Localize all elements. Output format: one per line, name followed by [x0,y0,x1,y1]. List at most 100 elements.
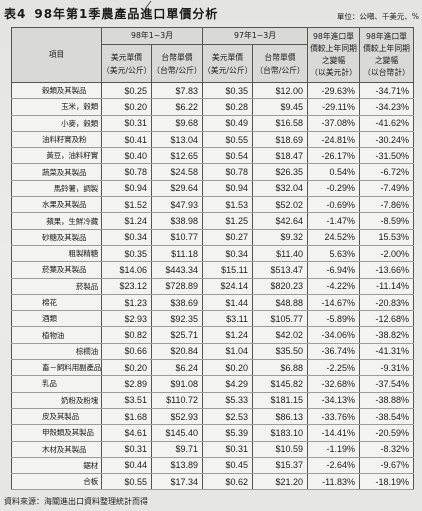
usd-price-98-cell: $2.93 [101,310,152,328]
change-twd-cell: -6.72% [359,163,415,181]
category-row: 畜－飼料用副產品 $0.20 $6.24 $0.20 $6.88 -2.25% -9.31% [11,359,415,377]
item-name: 蘋果，生鮮冷藏 [11,212,102,230]
header-line: （美元/公斤） [203,65,253,75]
usd-price-98-cell: $0.31 [101,115,152,132]
change-usd-header: 98年進口單 價較上年同期 之變幅 （以美元計） [307,27,361,83]
usd-price-97-cell: $0.49 [202,115,254,132]
twd-price-97-cell: $26.35 [252,163,309,181]
item-name: 油料籽實及粉 [11,131,102,149]
twd-price-97-cell: $18.69 [252,131,309,149]
twd-price-97-cell: $15.37 [252,457,309,475]
usd-price-97-cell: $1.53 [202,196,254,214]
usd-price-97-cell: $5.39 [202,424,254,442]
header-line: 98年進口單 [365,32,408,41]
change-usd-cell: -26.17% [307,147,361,165]
twd-price-98-cell: $92.35 [150,310,204,328]
twd-price-97-cell: $35.50 [252,343,309,361]
change-twd-cell: -2.00% [359,245,415,263]
usd-price-98-cell: $0.35 [101,245,152,263]
item-name: 菸製品 [11,278,102,295]
change-usd-cell: -4.22% [307,278,361,295]
usd-price-97-cell: $0.20 [202,359,254,377]
change-twd-cell: -9.31% [359,359,415,377]
twd-price-97-cell: $18.47 [252,147,309,165]
usd-price-98-cell: $0.31 [101,441,152,458]
category-row: 木材及其製品 $0.31 $9.71 $0.31 $10.59 -1.19% -8.32% [11,441,415,458]
change-twd-cell: -20.83% [359,294,415,312]
header-line: （台幣/公斤） [152,65,202,75]
usd-price-98-cell: $0.94 [101,180,152,198]
twd-price-98-cell: $13.04 [150,131,204,149]
twd-price-97-cell: $183.10 [252,424,309,442]
change-usd-cell: -1.19% [307,441,361,458]
change-twd-cell: -37.54% [359,375,415,393]
usd-price-97-cell: $0.28 [202,98,254,116]
usd-price-97-cell: $5.33 [202,392,254,409]
change-usd-cell: -14.41% [307,424,361,442]
item-name: 菸葉及其製品 [11,261,102,279]
item-name: 小麥，穀類 [11,115,102,132]
category-row: 酒類 $2.93 $92.35 $3.11 $105.77 -5.89% -12.68% [11,310,415,328]
twd-price-97-cell: $105.77 [252,310,309,328]
usd-price-97-cell: $0.62 [202,473,254,491]
item-name: 棕櫚油 [11,343,102,361]
period-98-header: 98年1~3月 [100,27,204,45]
pen-mark [144,0,152,10]
change-usd-cell: 5.63% [307,245,361,263]
change-twd-cell: -41.62% [359,115,415,132]
item-name: 畜－飼料用副產品 [11,359,102,377]
usd-price-98-cell: $0.66 [101,343,152,361]
twd-price-97-cell: $21.20 [252,473,309,491]
twd-price-97-cell: $9.45 [252,98,309,116]
item-name: 合板 [11,473,102,491]
subcategory-row: 菸製品 $23.12 $728.89 $24.14 $820.23 -4.22% -11.1… [11,278,415,295]
twd-price-97-cell: $52.02 [252,196,309,214]
change-twd-cell: -8.59% [359,212,415,230]
change-twd-cell: -9.67% [359,457,415,475]
usd-price-98-cell: $1.24 [101,212,152,230]
twd-price-97-cell: $42.64 [252,212,309,230]
twd-price-97-cell: $11.40 [252,245,309,263]
change-twd-cell: -20.59% [359,424,415,442]
change-twd-cell: -8.32% [359,441,415,458]
item-name: 植物油 [11,326,102,344]
change-usd-cell: -0.29% [307,180,361,198]
change-twd-cell: -7.86% [359,196,415,214]
usd-price-98-cell: $0.78 [101,163,152,181]
usd-price-97-cell: $0.27 [202,229,254,246]
twd-price-97-cell: $820.23 [252,278,309,295]
item-name: 乳品 [11,375,102,393]
subcategory-row: 奶粉及粉塊 $3.51 $110.72 $5.33 $181.15 -34.13% -38.… [11,392,415,409]
usd-price-98-cell: $0.44 [101,457,152,475]
header-line: （台幣/公斤） [255,65,305,75]
table-number-label: 表4 [4,7,27,21]
change-usd-cell: 24.52% [307,229,361,246]
change-twd-cell: -30.24% [359,131,415,149]
category-row: 皮及其製品 $1.68 $52.93 $2.53 $86.13 -33.76% -38.54… [11,408,415,426]
header-row-2: 美元單價 （美元/公斤） 台幣單價 （台幣/公斤） 美元單價 （美元/公斤） 台… [12,44,414,83]
twd-price-98-cell: $6.22 [150,98,204,116]
usd-price-97-cell: $0.35 [202,82,254,100]
twd-price-97-header: 台幣單價 （台幣/公斤） [252,44,309,83]
category-row: 乳品 $2.89 $91.08 $4.29 $145.82 -32.68% -37.54% [11,375,415,393]
usd-price-98-cell: $1.23 [101,294,152,312]
change-usd-cell: -2.25% [307,359,361,377]
change-usd-cell: -6.94% [307,261,361,279]
usd-price-97-header: 美元單價 （美元/公斤） [202,44,254,83]
twd-price-97-cell: $48.88 [252,294,309,312]
usd-price-98-cell: $0.20 [101,98,152,116]
item-name: 水果及其製品 [11,196,102,214]
twd-price-98-cell: $9.68 [150,115,204,132]
twd-price-98-header: 台幣單價 （台幣/公斤） [150,44,204,83]
usd-price-97-cell: $4.29 [202,375,254,393]
usd-price-97-cell: $0.34 [202,245,254,263]
header-line: 之變幅 [321,56,346,65]
change-twd-cell: -41.31% [359,343,415,361]
change-usd-cell: -34.06% [307,326,361,344]
change-twd-cell: -34.71% [359,82,415,100]
item-name: 粗製精糖 [11,245,102,263]
change-usd-cell: -5.89% [307,310,361,328]
twd-price-98-cell: $145.40 [150,424,204,442]
twd-price-98-cell: $9.71 [150,441,204,458]
table-body: 穀類及其製品 $0.25 $7.83 $0.35 $12.00 -29.63% -34.71… [11,82,415,491]
